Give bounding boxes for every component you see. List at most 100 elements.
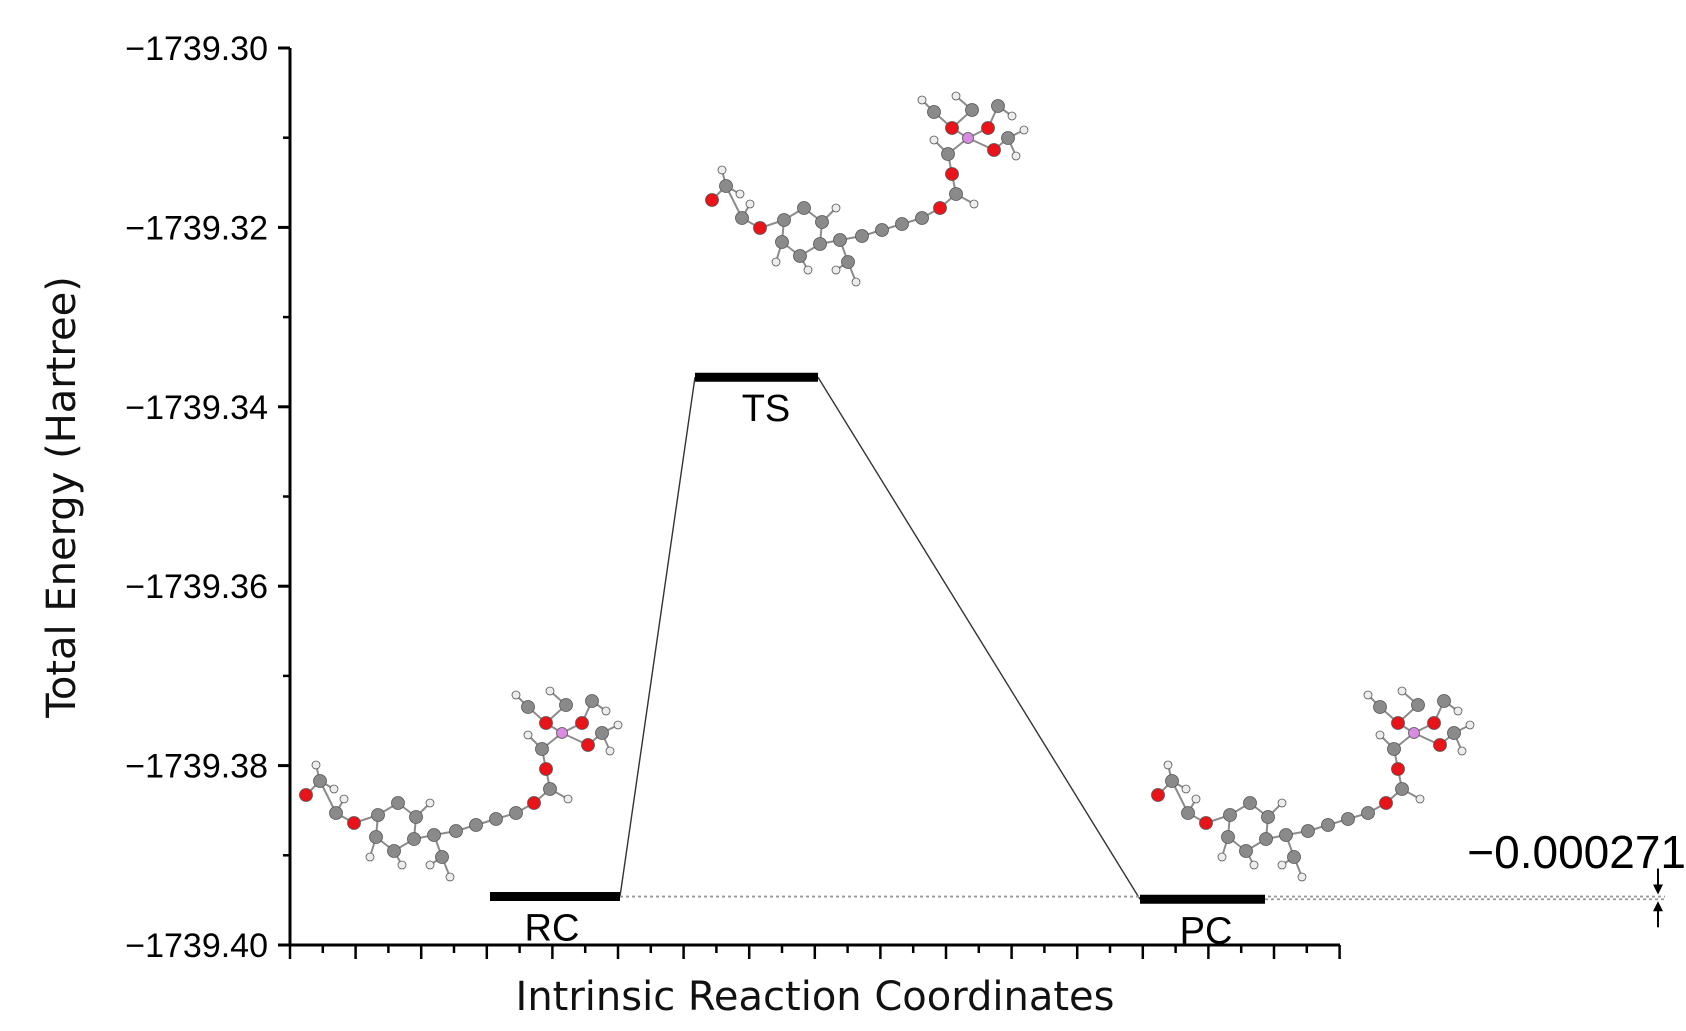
state-labels: RC TS PC (525, 388, 1233, 952)
hydrogen-atom (1277, 798, 1287, 808)
pc-molecule (1151, 686, 1475, 882)
oxygen-atom (1151, 788, 1165, 802)
oxygen-atom (753, 221, 767, 235)
connector-line (817, 376, 1141, 900)
phosphorus-atom (556, 727, 568, 739)
oxygen-atom (987, 143, 1001, 157)
rc-molecule (299, 686, 623, 882)
oxygen-atom (1391, 716, 1405, 730)
hydrogen-atom (951, 91, 961, 101)
arrow-down-head (1653, 884, 1663, 895)
hydrogen-atom (1191, 794, 1201, 804)
arrow-up-head (1653, 901, 1663, 912)
hydrogen-atom (329, 784, 339, 794)
carbon-atom (535, 742, 549, 756)
oxygen-atom (945, 121, 959, 135)
hydrogen-atom (511, 690, 521, 700)
carbon-atom (1373, 700, 1387, 714)
carbon-atom (1447, 726, 1461, 740)
oxygen-atom (539, 716, 553, 730)
x-ticks (288, 945, 1341, 959)
carbon-atom (1259, 832, 1273, 846)
carbon-atom (719, 179, 733, 193)
hydrogen-atom (929, 135, 939, 145)
oxygen-atom (981, 121, 995, 135)
carbon-atom (1341, 812, 1355, 826)
y-tick-label: −1739.40 (125, 927, 268, 965)
hydrogen-atom (1457, 746, 1467, 756)
phosphorus-atom (1408, 727, 1420, 739)
hydrogen-atom (803, 265, 813, 275)
oxygen-atom (299, 788, 313, 802)
oxygen-atom (527, 796, 541, 810)
carbon-atom (775, 235, 789, 249)
energy-difference-annotation: −0.000271 (1467, 826, 1686, 878)
carbon-atom (387, 844, 401, 858)
annotation-arrows (1653, 868, 1663, 928)
carbon-atom (1261, 810, 1275, 824)
y-tick-label: −1739.32 (125, 209, 268, 247)
hydrogen-atom (1375, 730, 1385, 740)
carbon-atom (833, 233, 847, 247)
oxygen-atom (933, 201, 947, 215)
carbon-atom (815, 215, 829, 229)
carbon-atom (543, 782, 557, 796)
hydrogen-atom (425, 798, 435, 808)
y-ticks: −1739.30 −1739.32 −1739.34 −1739.36 −1739.38… (125, 30, 290, 965)
carbon-atom (559, 698, 573, 712)
hydrogen-atom (851, 277, 861, 287)
oxygen-atom (581, 738, 595, 752)
state-label-pc: PC (1180, 910, 1233, 952)
hydrogen-atom (771, 257, 781, 267)
carbon-atom (585, 694, 599, 708)
carbon-atom (509, 806, 523, 820)
carbon-atom (895, 217, 909, 231)
carbon-atom (1165, 774, 1179, 788)
hydrogen-atom (831, 203, 841, 213)
carbon-atom (855, 229, 869, 243)
carbon-atom (427, 828, 441, 842)
carbon-atom (991, 99, 1005, 113)
carbon-atom (777, 213, 791, 227)
hydrogen-atom (1415, 794, 1425, 804)
carbon-atom (1221, 830, 1235, 844)
carbon-atom (1321, 818, 1335, 832)
hydrogen-atom (445, 872, 455, 882)
carbon-atom (1287, 850, 1301, 864)
hydrogen-atom (1297, 872, 1307, 882)
hydrogen-atom (1007, 111, 1017, 121)
carbon-atom (735, 211, 749, 225)
hydrogen-atom (397, 860, 407, 870)
hydrogen-atom (1453, 706, 1463, 716)
y-tick-label: −1739.34 (125, 389, 268, 427)
hydrogen-atom (1011, 151, 1021, 161)
oxygen-atom (1379, 796, 1393, 810)
carbon-atom (1395, 782, 1409, 796)
carbon-atom (1223, 808, 1237, 822)
carbon-atom (841, 255, 855, 269)
carbon-atom (1279, 828, 1293, 842)
carbon-atom (927, 105, 941, 119)
x-axis-title: Intrinsic Reaction Coordinates (516, 974, 1115, 1020)
hydrogen-atom (339, 794, 349, 804)
carbon-atom (489, 812, 503, 826)
oxygen-atom (1427, 716, 1441, 730)
hydrogen-atom (735, 189, 745, 199)
carbon-atom (369, 830, 383, 844)
state-label-rc: RC (525, 908, 580, 950)
oxygen-atom (347, 816, 361, 830)
hydrogen-atom (545, 686, 555, 696)
hydrogen-atom (831, 265, 841, 275)
hydrogen-atom (1363, 690, 1373, 700)
hydrogen-atom (523, 730, 533, 740)
y-axis-title: Total Energy (Hartree) (39, 276, 85, 719)
carbon-atom (1361, 806, 1375, 820)
carbon-atom (1387, 742, 1401, 756)
carbon-atom (797, 201, 811, 215)
carbon-atom (409, 810, 423, 824)
carbon-atom (915, 211, 929, 225)
carbon-atom (941, 147, 955, 161)
hydrogen-atom (365, 852, 375, 862)
oxygen-atom (1199, 816, 1213, 830)
ts-molecule (705, 91, 1029, 287)
